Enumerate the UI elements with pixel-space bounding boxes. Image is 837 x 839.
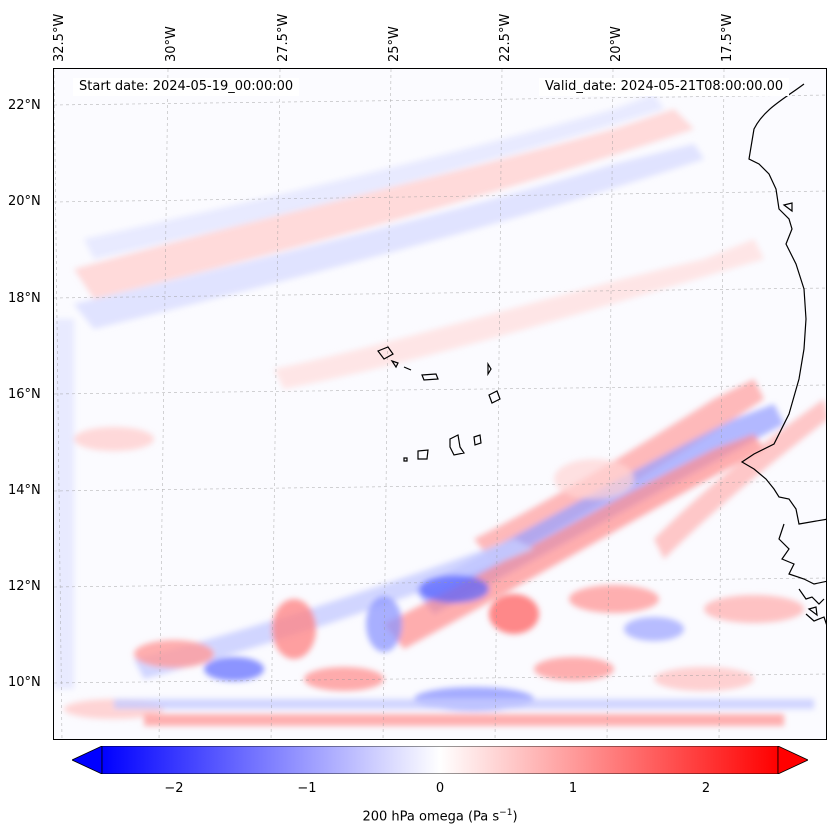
island — [449, 434, 465, 456]
lat-label: 18°N — [8, 291, 41, 306]
map-panel — [53, 68, 827, 740]
lon-label: 27.5°W — [276, 13, 291, 62]
longitude-gridline — [270, 69, 281, 739]
coastline — [377, 83, 826, 625]
colorbar-tick-label: −1 — [297, 781, 317, 796]
longitude-gridline — [54, 69, 63, 739]
island — [390, 359, 399, 369]
island — [782, 202, 793, 213]
longitude-gridline — [382, 69, 392, 739]
island — [417, 449, 429, 460]
negative-band — [134, 539, 534, 679]
longitude-gridline — [718, 69, 725, 739]
longitude-gridline — [158, 69, 169, 739]
start-date-label: Start date: 2024-05-19_00:00:00 — [73, 78, 300, 96]
positive-cell — [654, 667, 754, 691]
negative-band — [84, 94, 664, 259]
positive-cell — [554, 459, 634, 499]
positive-band — [144, 714, 784, 726]
lat-label: 12°N — [8, 579, 41, 594]
valid-date-label: Valid_date: 2024-05-21T08:00:00.00 — [539, 78, 790, 96]
colorbar-tick-label: 0 — [435, 781, 445, 796]
positive-cell — [272, 599, 316, 659]
longitude-gridline — [494, 69, 503, 739]
omega-field — [54, 94, 826, 726]
positive-cell — [534, 657, 614, 681]
positive-cell — [74, 427, 154, 451]
lat-label: 22°N — [8, 98, 41, 113]
island — [377, 346, 394, 360]
negative-band — [54, 319, 74, 689]
lon-label: 20°W — [609, 26, 624, 62]
lon-label: 25°W — [387, 26, 402, 62]
positive-cell — [134, 640, 214, 668]
island — [487, 361, 492, 377]
longitude-gridline — [606, 69, 614, 739]
africa-coastline — [805, 613, 826, 625]
graticule — [54, 69, 826, 739]
positive-cell — [489, 594, 539, 634]
island — [421, 373, 439, 381]
negative-cell — [366, 596, 402, 652]
lon-label: 32.5°W — [52, 13, 67, 62]
island — [403, 457, 408, 462]
lat-label: 20°N — [8, 194, 41, 209]
island — [403, 366, 412, 371]
colorbar-tick-label: 1 — [568, 781, 578, 796]
colorbar-max-extend — [777, 746, 808, 774]
colorbar-title-close: ) — [512, 809, 518, 825]
colorbar-tick-label: −2 — [164, 781, 184, 796]
positive-cell — [569, 585, 659, 613]
positive-band — [274, 239, 764, 389]
lat-label: 14°N — [8, 483, 41, 498]
island — [488, 390, 501, 404]
africa-coastline — [778, 523, 826, 585]
positive-cell — [704, 595, 804, 623]
lon-label: 17.5°W — [720, 13, 735, 62]
africa-coastline — [798, 588, 825, 605]
colorbar-tick-label: 2 — [701, 781, 711, 796]
colorbar-min-extend — [72, 746, 103, 774]
lon-label: 30°W — [164, 26, 179, 62]
colorbar-title-unit-exponent: −1 — [499, 808, 513, 818]
colorbar-gradient — [101, 746, 779, 774]
negative-cell — [624, 617, 684, 641]
island — [473, 434, 482, 446]
negative-band — [74, 144, 704, 329]
negative-band — [114, 699, 814, 709]
island — [807, 606, 818, 617]
lon-label: 22.5°W — [498, 13, 513, 62]
positive-band — [654, 399, 826, 559]
negative-cell — [204, 657, 264, 681]
colorbar-title: 200 hPa omega (Pa s−1) — [0, 808, 837, 824]
colorbar — [72, 746, 808, 774]
lat-label: 10°N — [8, 675, 41, 690]
positive-band — [74, 109, 694, 299]
africa-coastline — [740, 83, 826, 525]
negative-cell — [419, 575, 489, 603]
omega-field-map — [54, 69, 826, 739]
colorbar-title-text: 200 hPa omega (Pa s — [362, 809, 500, 825]
lat-label: 16°N — [8, 387, 41, 402]
positive-cell — [304, 667, 384, 691]
